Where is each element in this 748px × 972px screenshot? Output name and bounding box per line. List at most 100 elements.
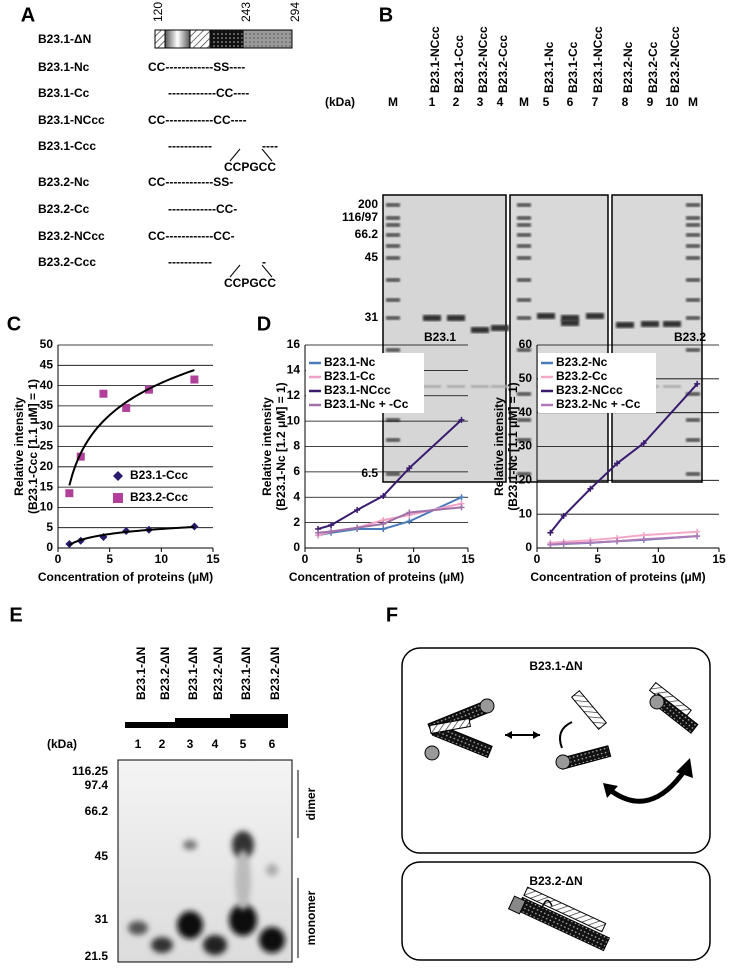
legend: B23.1-Ccc B23.2-Ccc xyxy=(113,468,188,504)
trend-line xyxy=(68,369,195,486)
ladder-band xyxy=(517,203,531,207)
legend-label: B23.2-Ccc xyxy=(130,490,188,504)
point xyxy=(640,536,647,543)
wedge xyxy=(125,714,288,728)
x-tick-label: 0 xyxy=(302,552,309,566)
residue-number: 120 xyxy=(151,2,165,22)
sequence: ----------- xyxy=(168,139,212,153)
band xyxy=(203,935,227,955)
point xyxy=(76,452,85,461)
lane-id: 1 xyxy=(429,95,436,109)
y-tick-label: 0 xyxy=(46,540,53,554)
lane-id: 3 xyxy=(477,95,484,109)
sequence: - xyxy=(262,255,266,269)
band xyxy=(561,320,579,326)
lane-name: B23.2-Ccc xyxy=(496,35,510,93)
point xyxy=(406,465,413,472)
bracket xyxy=(229,148,241,162)
y-tick-label: 10 xyxy=(519,506,533,520)
ladder-band xyxy=(686,203,700,207)
lane-name: B23.1-Ccc xyxy=(452,35,466,93)
domain xyxy=(164,29,191,49)
cartoon xyxy=(424,681,699,952)
panel-letter: D xyxy=(257,313,271,335)
y-tick-label: 8 xyxy=(293,439,300,453)
box-title: B23.1-ΔN xyxy=(529,659,582,673)
box xyxy=(401,861,711,961)
point xyxy=(315,529,322,536)
band-label: monomer xyxy=(304,890,318,945)
x-tick-label: 10 xyxy=(652,552,666,566)
marker-label: 45 xyxy=(95,849,109,863)
point xyxy=(560,540,567,547)
panel-b xyxy=(382,194,703,483)
band xyxy=(447,385,465,388)
panel-a xyxy=(154,29,293,49)
marker-label: 21.5 xyxy=(85,949,109,963)
y-axis-label: Relative intensity xyxy=(260,397,274,496)
band xyxy=(423,385,441,388)
ladder-band xyxy=(686,256,700,260)
ladder-band xyxy=(686,223,700,227)
band xyxy=(537,313,555,319)
lane-name: B23.1-ΔN xyxy=(134,647,148,700)
panel-e xyxy=(117,714,293,963)
y-tick-label: 30 xyxy=(519,439,533,453)
line xyxy=(549,383,698,534)
band xyxy=(183,840,197,850)
band xyxy=(259,927,285,953)
legend-label: B23.1-Nc xyxy=(324,355,376,369)
ladder-band xyxy=(386,438,400,442)
y-axis-label: Relative intensity xyxy=(492,397,506,496)
ladder-band xyxy=(686,438,700,442)
marker-label: 66.2 xyxy=(85,804,109,818)
y-tick-label: 5 xyxy=(46,520,53,534)
point xyxy=(458,504,465,511)
ladder-band xyxy=(386,298,400,302)
ladder-band xyxy=(517,256,531,260)
lane-id: 6 xyxy=(567,95,574,109)
lane-name: B23.2-NCcc xyxy=(476,26,490,93)
ladder-band xyxy=(386,244,400,248)
y-tick-label: 30 xyxy=(40,418,54,432)
y-tick-label: 15 xyxy=(40,479,54,493)
y-axis-label: Relative intensity xyxy=(12,397,26,496)
lane-id: M xyxy=(388,95,398,109)
ladder-band xyxy=(386,418,400,422)
x-tick-label: 15 xyxy=(206,552,220,566)
point xyxy=(328,528,335,535)
point xyxy=(354,524,361,531)
lane-id: 2 xyxy=(159,737,166,751)
band xyxy=(177,911,203,939)
panel-letter: F xyxy=(386,604,398,626)
residue-number: 294 xyxy=(288,2,302,22)
lane-id: 7 xyxy=(592,95,599,109)
lane-id: 5 xyxy=(240,737,247,751)
chart-title: B23.1 xyxy=(424,330,456,344)
point xyxy=(406,509,413,516)
sequence: CC------------CC---- xyxy=(148,113,247,127)
ladder-band xyxy=(686,216,700,220)
lane-name: B23.2-ΔN xyxy=(268,647,282,700)
point xyxy=(65,489,74,498)
x-tick-label: 5 xyxy=(106,552,113,566)
marker-label: 31 xyxy=(365,310,379,324)
point xyxy=(406,518,413,525)
marker-label: 66.2 xyxy=(355,227,379,241)
band xyxy=(235,850,251,910)
panel-letter: B xyxy=(379,4,393,26)
lane-name: B23.1-ΔN xyxy=(186,647,200,700)
panel-letter: C xyxy=(7,313,21,335)
y-tick-label: 45 xyxy=(40,357,54,371)
panel-letter: E xyxy=(9,604,22,626)
ladder-band xyxy=(686,298,700,302)
lane-id: 2 xyxy=(453,95,460,109)
y-tick-label: 20 xyxy=(519,473,533,487)
point xyxy=(694,533,701,540)
ladder-band xyxy=(517,472,531,476)
lane-name: B23.2-ΔN xyxy=(158,647,172,700)
trend-line xyxy=(68,525,195,546)
y-tick-label: 6 xyxy=(293,464,300,478)
x-axis-label: Concentration of proteins (μM) xyxy=(530,570,705,584)
